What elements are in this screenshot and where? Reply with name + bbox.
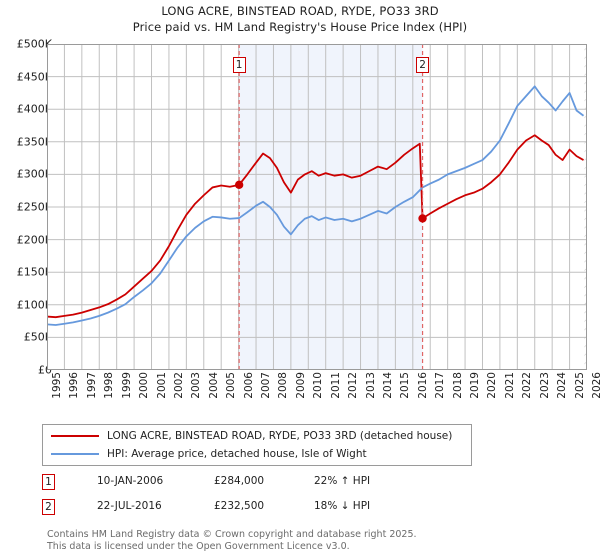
x-axis-tick-label: 2004 xyxy=(207,372,220,399)
legend-item-hpi: HPI: Average price, detached house, Isle… xyxy=(51,445,367,463)
x-axis-tick-label: 2008 xyxy=(277,372,290,399)
x-axis-tick-label: 2005 xyxy=(225,372,238,399)
transaction-price: £232,500 xyxy=(214,500,265,512)
x-axis-tick-label: 2002 xyxy=(172,372,185,399)
chart-marker-badge: 2 xyxy=(416,57,430,73)
y-axis-tick-label: £100K xyxy=(16,298,52,312)
attribution-footer: Contains HM Land Registry data © Crown c… xyxy=(47,529,567,552)
x-axis-tick-label: 2019 xyxy=(469,372,482,399)
x-axis-tick-label: 1999 xyxy=(120,372,133,399)
transaction-number-badge: 2 xyxy=(42,499,55,515)
x-axis-tick-label: 2003 xyxy=(190,372,203,399)
chart-legend: LONG ACRE, BINSTEAD ROAD, RYDE, PO33 3RD… xyxy=(42,424,472,466)
y-axis-tick-label: £350K xyxy=(16,135,52,149)
x-axis-tick-label: 2000 xyxy=(138,372,151,399)
footer-line-2: This data is licensed under the Open Gov… xyxy=(47,540,350,552)
x-axis-tick-label: 2025 xyxy=(573,372,586,399)
x-axis-tick-label: 2020 xyxy=(486,372,499,399)
x-axis-tick-label: 2012 xyxy=(347,372,360,399)
x-axis-tick-label: 2026 xyxy=(591,372,600,399)
x-axis-tick-label: 2014 xyxy=(381,372,394,399)
x-axis-tick-label: 2017 xyxy=(434,372,447,399)
x-axis-tick-label: 2016 xyxy=(416,372,429,399)
x-axis-tick-label: 1995 xyxy=(51,372,63,399)
x-axis-tick-label: 2006 xyxy=(242,372,255,399)
x-axis-tick-label: 2023 xyxy=(538,372,551,399)
y-axis-tick-label: £200K xyxy=(16,233,52,247)
x-axis-tick-label: 2021 xyxy=(503,372,516,399)
transaction-price: £284,000 xyxy=(214,475,265,487)
x-axis-tick-label: 2001 xyxy=(155,372,168,399)
y-axis-tick-label: £500K xyxy=(16,37,52,51)
transaction-date: 22-JUL-2016 xyxy=(97,500,162,512)
legend-label-hpi: HPI: Average price, detached house, Isle… xyxy=(107,448,367,460)
x-axis-tick-label: 2013 xyxy=(364,372,377,399)
chart-title-block: LONG ACRE, BINSTEAD ROAD, RYDE, PO33 3RD… xyxy=(0,3,600,35)
chart-svg xyxy=(47,44,587,370)
x-axis-tick-label: 1997 xyxy=(85,372,98,399)
x-axis-tick-label: 2024 xyxy=(556,372,569,399)
transaction-hpi-delta: 22% ↑ HPI xyxy=(314,475,371,487)
legend-item-property: LONG ACRE, BINSTEAD ROAD, RYDE, PO33 3RD… xyxy=(51,427,452,445)
footer-line-1: Contains HM Land Registry data © Crown c… xyxy=(47,529,417,540)
legend-label-property: LONG ACRE, BINSTEAD ROAD, RYDE, PO33 3RD… xyxy=(107,430,453,442)
y-axis-tick-label: £450K xyxy=(16,70,52,84)
x-axis-tick-label: 2009 xyxy=(294,372,307,399)
chart-marker-badge: 1 xyxy=(232,57,246,73)
y-axis-labels: £0 £50K £100K £150K £200K £250K £300K £350K £400… xyxy=(0,38,600,377)
y-axis-tick-label: £250K xyxy=(16,200,52,214)
legend-swatch-hpi xyxy=(51,453,99,455)
y-axis-tick-label: £50K xyxy=(23,330,52,344)
x-axis-tick-label: 1996 xyxy=(68,372,81,399)
transaction-hpi-delta: 18% ↓ HPI xyxy=(314,500,371,512)
x-axis-tick-label: 2010 xyxy=(312,372,325,399)
x-axis-tick-label: 2007 xyxy=(260,372,273,399)
transaction-date: 10-JAN-2006 xyxy=(97,475,164,487)
legend-swatch-property xyxy=(51,435,99,437)
y-axis-tick-label: £400K xyxy=(16,102,52,116)
y-axis-tick-label: £300K xyxy=(16,167,52,181)
page-subtitle: Price paid vs. HM Land Registry's House … xyxy=(132,20,468,34)
x-axis-tick-label: 2022 xyxy=(521,372,534,399)
x-axis-tick-label: 2018 xyxy=(451,372,464,399)
page-title: LONG ACRE, BINSTEAD ROAD, RYDE, PO33 3RD xyxy=(161,4,439,18)
transaction-number-badge: 1 xyxy=(42,474,55,490)
x-axis-tick-label: 2015 xyxy=(399,372,412,399)
x-axis-tick-label: 1998 xyxy=(103,372,116,399)
y-axis-tick-label: £150K xyxy=(16,265,52,279)
x-axis-labels: 1995 1996 1997 1998 1999 2000 2001 2002 2003 2004… xyxy=(47,372,600,412)
x-axis-tick-label: 2011 xyxy=(329,372,342,399)
